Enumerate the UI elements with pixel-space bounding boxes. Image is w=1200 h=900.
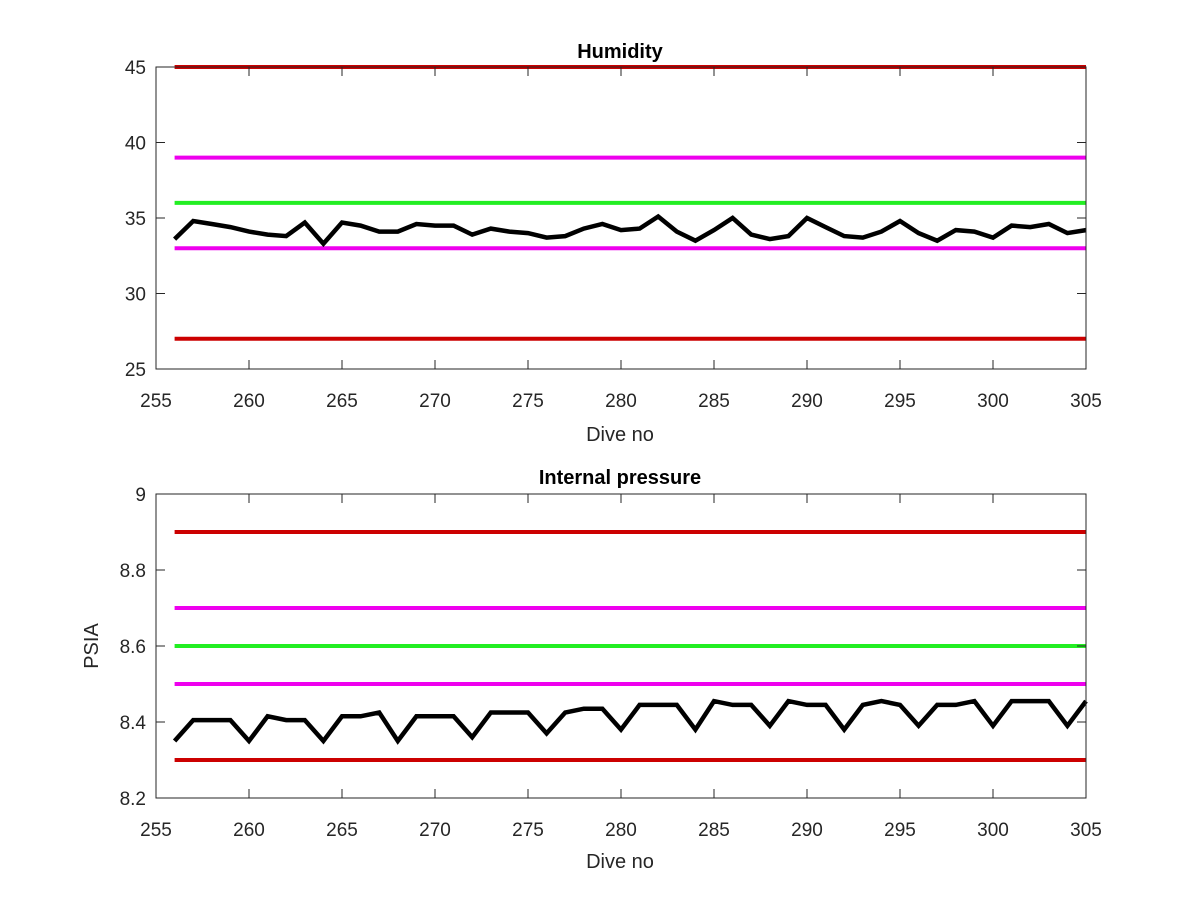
internal-pressure-y-ticks: 8.2 8.4 8.6 8.8 9 — [120, 485, 1086, 810]
humidity-y-ticks: 25 30 35 40 45 — [125, 58, 1086, 381]
humidity-data-line-0 — [173, 213, 1087, 248]
internal-pressure-y-tick-label-1: 8.4 — [120, 713, 147, 734]
internal-pressure-y-tick-label-2: 8.6 — [120, 637, 146, 658]
internal-pressure-x-tick-label-4: 275 — [512, 820, 544, 841]
internal-pressure-x-ticks: 255 260 265 270 275 280 285 290 295 300 305 — [140, 494, 1102, 841]
internal-pressure-x-tick-label-2: 265 — [326, 820, 358, 841]
internal-pressure-x-tick-label-9: 300 — [977, 820, 1009, 841]
humidity-y-tick-label-2: 35 — [125, 209, 146, 230]
internal-pressure-y-axis-label: PSIA — [81, 623, 103, 669]
humidity-series — [173, 213, 1087, 248]
humidity-x-tick-label-9: 300 — [977, 391, 1009, 412]
humidity-x-tick-label-10: 305 — [1070, 391, 1102, 412]
internal-pressure-x-tick-label-7: 290 — [791, 820, 823, 841]
internal-pressure-y-tick-label-0: 8.2 — [120, 789, 146, 810]
humidity-x-tick-label-7: 290 — [791, 391, 823, 412]
internal-pressure-data-line-0 — [172, 698, 1088, 745]
humidity-x-axis-label: Dive no — [586, 424, 654, 446]
humidity-chart-title: Humidity — [577, 41, 663, 63]
internal-pressure-x-axis-label: Dive no — [586, 851, 654, 873]
internal-pressure-x-tick-label-0: 255 — [140, 820, 172, 841]
humidity-y-tick-label-0: 25 — [125, 360, 146, 381]
internal-pressure-x-tick-label-5: 280 — [605, 820, 637, 841]
humidity-x-tick-label-0: 255 — [140, 391, 172, 412]
humidity-y-tick-label-3: 40 — [125, 134, 146, 155]
humidity-y-tick-label-4: 45 — [125, 58, 146, 79]
humidity-x-tick-label-3: 270 — [419, 391, 451, 412]
humidity-chart: Humidity 255 260 265 270 275 280 285 290 295 300 3… — [125, 41, 1102, 446]
humidity-x-tick-label-2: 265 — [326, 391, 358, 412]
humidity-x-tick-label-5: 280 — [605, 391, 637, 412]
internal-pressure-x-tick-label-6: 285 — [698, 820, 730, 841]
humidity-x-tick-label-1: 260 — [233, 391, 265, 412]
internal-pressure-x-tick-label-10: 305 — [1070, 820, 1102, 841]
internal-pressure-reference-lines — [174, 530, 1086, 762]
internal-pressure-series — [172, 698, 1088, 745]
internal-pressure-chart: Internal pressure 255 260 265 270 275 280 285 2… — [81, 467, 1102, 873]
internal-pressure-x-tick-label-8: 295 — [884, 820, 916, 841]
humidity-x-tick-label-6: 285 — [698, 391, 730, 412]
internal-pressure-x-tick-label-1: 260 — [233, 820, 265, 841]
internal-pressure-x-tick-label-3: 270 — [419, 820, 451, 841]
internal-pressure-chart-title: Internal pressure — [539, 467, 701, 489]
humidity-x-tick-label-4: 275 — [512, 391, 544, 412]
humidity-y-tick-label-1: 30 — [125, 285, 146, 306]
internal-pressure-y-tick-label-4: 9 — [135, 485, 146, 506]
internal-pressure-y-tick-label-3: 8.8 — [120, 561, 146, 582]
humidity-x-ticks: 255 260 265 270 275 280 285 290 295 300 305 — [140, 67, 1102, 412]
humidity-x-tick-label-8: 295 — [884, 391, 916, 412]
